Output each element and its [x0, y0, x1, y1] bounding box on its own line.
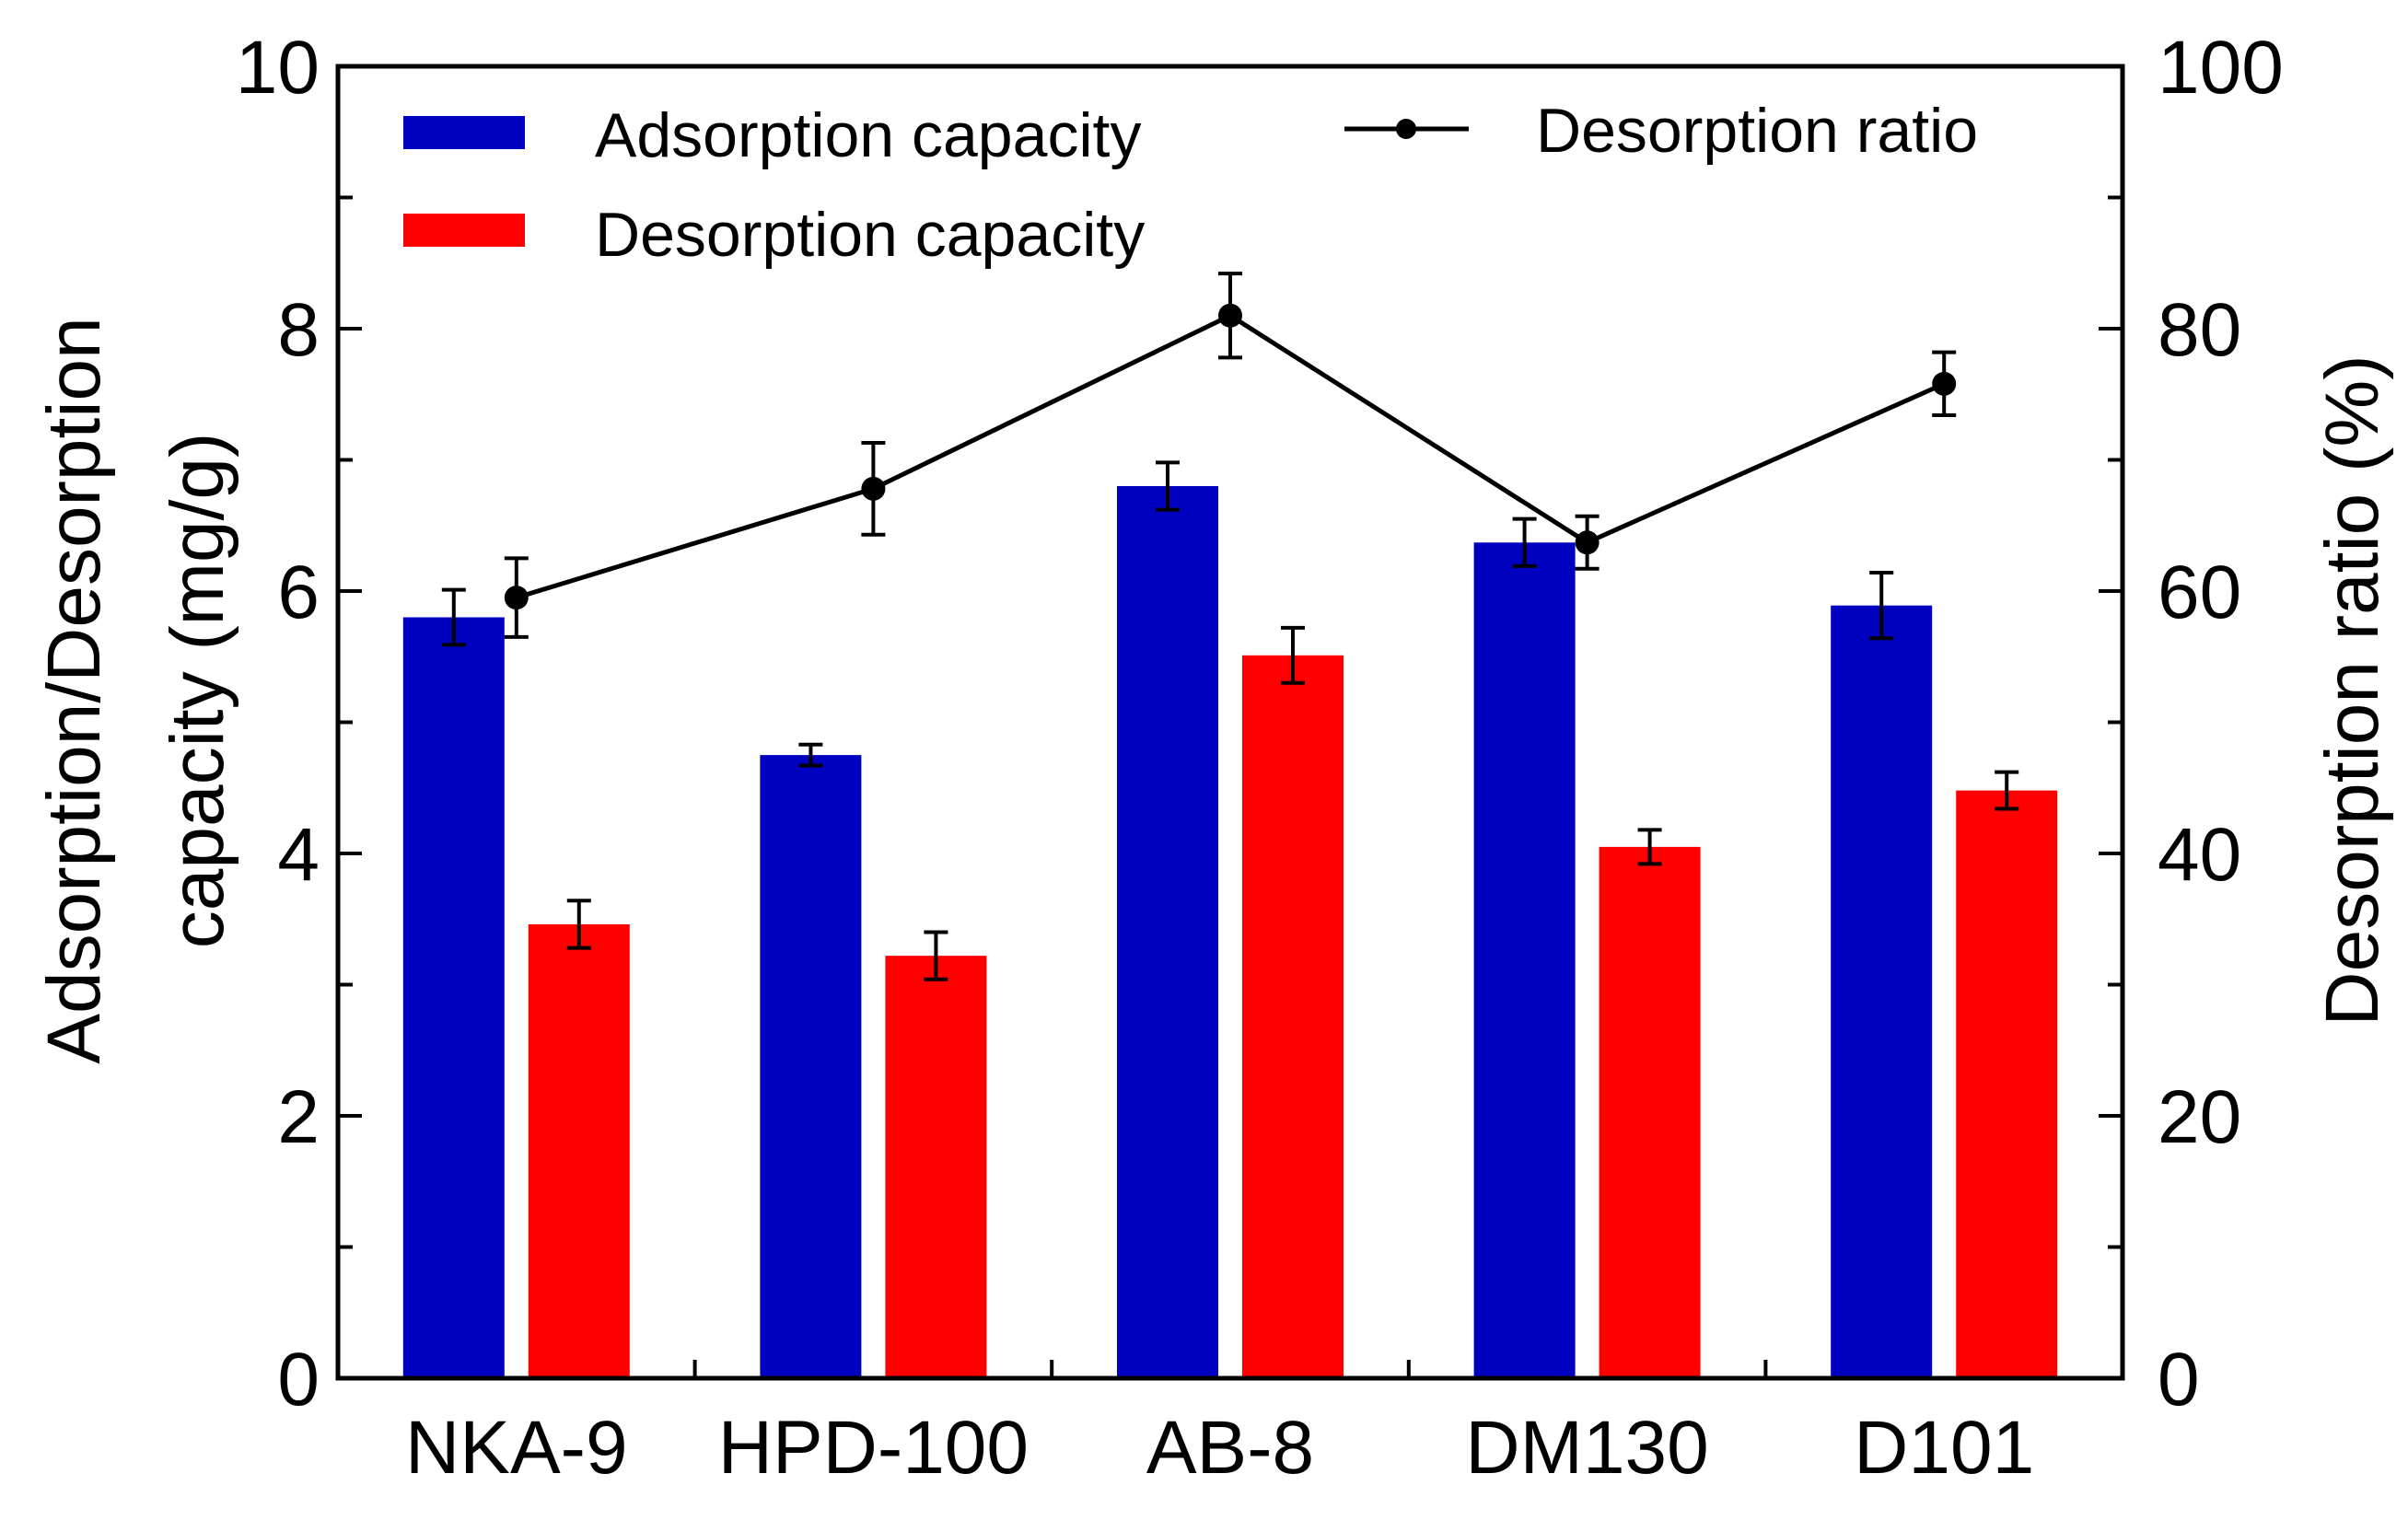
errorbar-desorption-dm130	[1637, 828, 1662, 866]
errorbar-desorption-d101	[1995, 770, 2019, 811]
point-ratio-hpd-100	[861, 476, 886, 501]
errorbar-desorption-ab-8	[1281, 625, 1305, 685]
line-layer	[504, 272, 1957, 639]
point-ratio-dm130	[1575, 530, 1600, 555]
errorbar-desorption-nka-9	[566, 899, 591, 950]
y2-tick-label: 100	[2158, 26, 2284, 110]
bar-desorption-nka-9	[528, 923, 630, 1378]
x-category-label: AB-8	[1146, 1406, 1314, 1490]
y2-axis-title: Desorption ratio (%)	[2310, 354, 2394, 1026]
errorbar-adsorption-nka-9	[441, 587, 466, 647]
y-axis-title-line-1: Adsorption/Desorption	[32, 317, 116, 1063]
errorbar-adsorption-hpd-100	[798, 742, 823, 768]
legend-label-ratio: Desorption ratio	[1536, 96, 1978, 166]
errorbar-desorption-hpd-100	[924, 930, 948, 981]
legend-marker-ratio	[1396, 119, 1416, 139]
x-category-label: D101	[1854, 1406, 2034, 1490]
bar-adsorption-hpd-100	[760, 755, 862, 1378]
legend-swatch-adsorption	[403, 116, 525, 149]
errorbars-layer	[441, 460, 2019, 981]
y-tick-label: 6	[277, 551, 320, 634]
legend-label-desorption: Desorption capacity	[595, 200, 1145, 270]
legend-label-adsorption: Adsorption capacity	[595, 100, 1141, 170]
y-tick-label: 2	[277, 1075, 320, 1159]
bar-adsorption-ab-8	[1117, 486, 1218, 1378]
y2-tick-label: 60	[2158, 551, 2241, 634]
y-axis-title-line-2: capacity (mg/g)	[156, 433, 239, 949]
y-tick-label: 4	[277, 813, 320, 897]
point-ratio-nka-9	[504, 586, 529, 610]
x-category-label: HPD-100	[718, 1406, 1029, 1490]
y-tick-label: 0	[277, 1338, 320, 1421]
y-tick-label: 10	[236, 26, 320, 110]
y2-tick-label: 0	[2158, 1338, 2200, 1421]
y-tick-label: 8	[277, 288, 320, 372]
point-ratio-d101	[1932, 371, 1957, 396]
bar-desorption-dm130	[1599, 846, 1701, 1378]
bar-adsorption-nka-9	[402, 617, 505, 1378]
errorbar-adsorption-dm130	[1512, 516, 1537, 568]
point-ratio-ab-8	[1218, 303, 1242, 328]
bar-adsorption-dm130	[1473, 542, 1576, 1378]
bar-adsorption-d101	[1831, 605, 1933, 1378]
legend-swatch-desorption	[403, 214, 525, 247]
errorbar-adsorption-d101	[1869, 571, 1894, 641]
bar-desorption-d101	[1956, 790, 2058, 1378]
errorbar-adsorption-ab-8	[1156, 460, 1180, 512]
y2-tick-label: 40	[2158, 813, 2241, 897]
x-category-label: DM130	[1465, 1406, 1708, 1490]
x-category-label: NKA-9	[405, 1406, 628, 1490]
bar-desorption-ab-8	[1242, 655, 1344, 1378]
bars-layer	[402, 486, 2058, 1378]
y2-tick-label: 80	[2158, 288, 2241, 372]
y2-tick-label: 20	[2158, 1075, 2241, 1159]
bar-desorption-hpd-100	[885, 956, 987, 1378]
legend: Adsorption capacity Desorption capacity …	[403, 96, 1978, 270]
